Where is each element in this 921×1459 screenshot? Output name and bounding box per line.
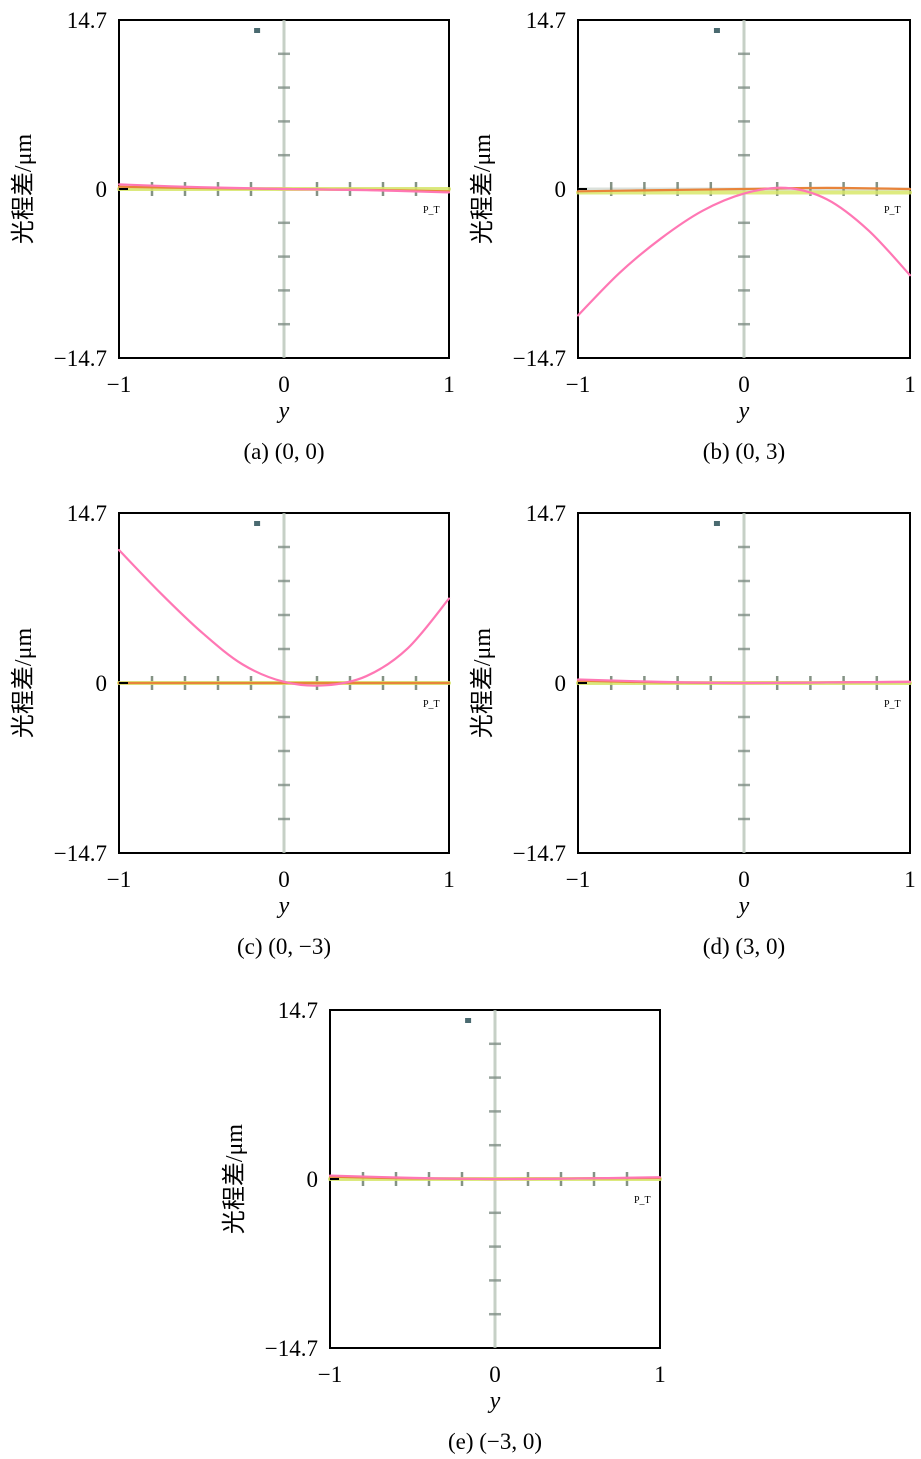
x-tick-label: 0 (278, 372, 290, 397)
y-tick-label: 0 (555, 177, 567, 202)
marker-dot (465, 1018, 472, 1023)
x-tick-label: 1 (443, 867, 455, 892)
x-axis-label: y (488, 1388, 501, 1414)
x-tick-label: −1 (107, 372, 131, 397)
y-tick-label: 0 (96, 671, 108, 696)
y-tick-label: −14.7 (54, 346, 107, 371)
x-tick-label: 1 (904, 867, 916, 892)
marker-dot (713, 521, 720, 526)
y-tick-label: 14.7 (278, 998, 318, 1023)
series-line (576, 186, 912, 317)
x-tick-label: 1 (443, 372, 455, 397)
panel-caption: (b) (0, 3) (703, 439, 785, 464)
y-tick-label: 14.7 (526, 8, 566, 33)
chart-panel: P_T −14.7 0 14.7 −1 0 1 y 光程差/μm (a) (0, 0) (10, 8, 455, 464)
x-axis-label: y (277, 398, 290, 424)
x-tick-label: −1 (107, 867, 131, 892)
x-tick-label: −1 (566, 372, 590, 397)
y-tick-label: −14.7 (265, 1336, 318, 1361)
panel-caption: (c) (0, −3) (237, 934, 331, 959)
series-line (328, 1174, 662, 1181)
y-tick-label: 0 (96, 177, 108, 202)
marker-label: P_T (634, 1195, 651, 1206)
y-tick-label: 0 (555, 671, 567, 696)
y-axis-label: 光程差/μm (10, 628, 37, 739)
x-tick-label: 0 (738, 372, 750, 397)
series-line (117, 548, 451, 687)
y-tick-label: −14.7 (54, 841, 107, 866)
panel-caption: (d) (3, 0) (703, 934, 785, 959)
marker-dot (254, 521, 261, 526)
panel-caption: (e) (−3, 0) (448, 1429, 542, 1454)
x-tick-label: 0 (278, 867, 290, 892)
marker-label: P_T (884, 205, 901, 216)
panel-caption: (a) (0, 0) (243, 439, 324, 464)
y-tick-label: 14.7 (526, 501, 566, 526)
x-tick-label: 0 (738, 867, 750, 892)
marker-dot (713, 28, 720, 33)
x-tick-label: −1 (318, 1362, 342, 1387)
marker-label: P_T (884, 699, 901, 710)
x-axis-label: y (737, 893, 750, 919)
y-tick-label: −14.7 (513, 346, 566, 371)
x-tick-label: −1 (566, 867, 590, 892)
y-axis-label: 光程差/μm (10, 134, 37, 245)
x-tick-label: 1 (904, 372, 916, 397)
y-tick-label: −14.7 (513, 841, 566, 866)
x-tick-label: 1 (654, 1362, 666, 1387)
series-line (117, 183, 451, 194)
y-tick-label: 14.7 (67, 501, 107, 526)
series-line (576, 678, 912, 685)
y-tick-label: 0 (307, 1167, 319, 1192)
y-tick-label: 14.7 (67, 8, 107, 33)
marker-dot (254, 28, 261, 33)
chart-panel: P_T −14.7 0 14.7 −1 0 1 y 光程差/μm (e) (−3, 0) (221, 998, 666, 1454)
series-line (576, 186, 912, 193)
x-axis-label: y (277, 893, 290, 919)
y-axis-label: 光程差/μm (469, 628, 496, 739)
x-axis-label: y (737, 398, 750, 424)
marker-label: P_T (423, 205, 440, 216)
chart-panel: P_T −14.7 0 14.7 −1 0 1 y 光程差/μm (c) (0, −3) (10, 501, 455, 959)
chart-panel: P_T −14.7 0 14.7 −1 0 1 y 光程差/μm (b) (0, 3) (469, 8, 916, 464)
marker-label: P_T (423, 699, 440, 710)
y-axis-label: 光程差/μm (469, 134, 496, 245)
x-tick-label: 0 (489, 1362, 501, 1387)
chart-panel: P_T −14.7 0 14.7 −1 0 1 y 光程差/μm (d) (3, 0) (469, 501, 916, 959)
y-axis-label: 光程差/μm (221, 1124, 248, 1235)
